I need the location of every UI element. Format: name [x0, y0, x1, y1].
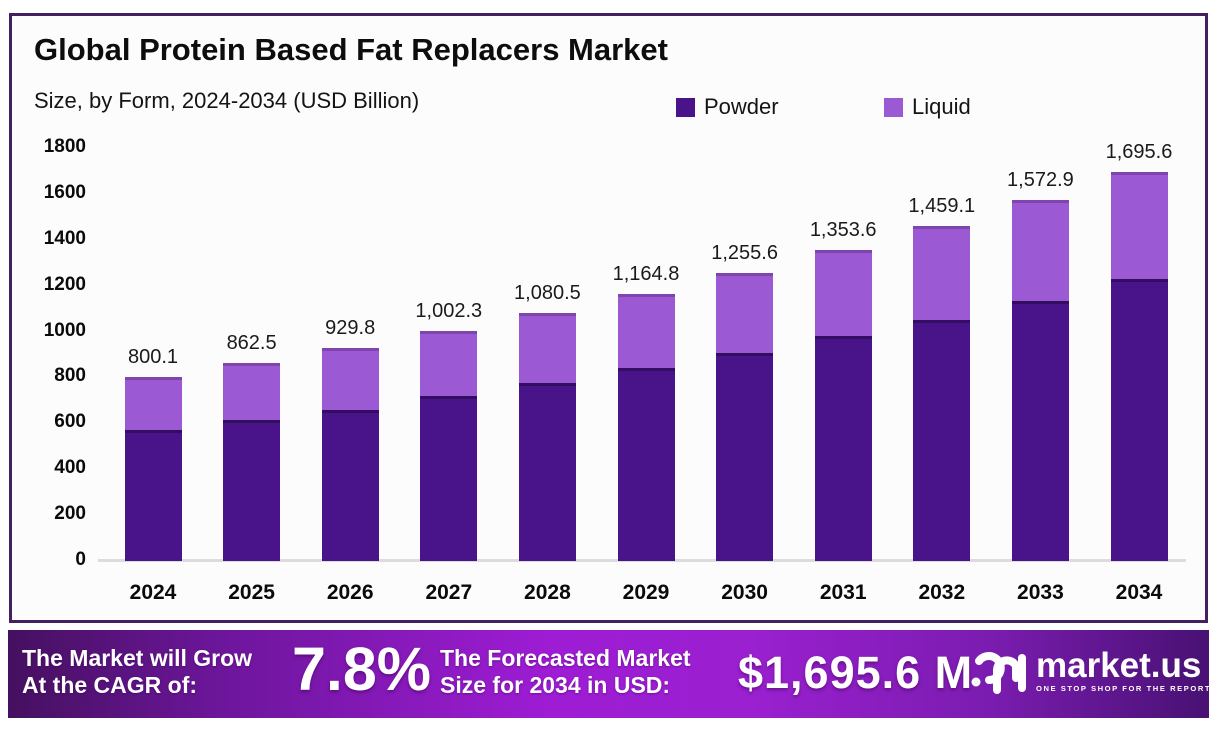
bar-total-label-2025: 862.5	[226, 332, 277, 355]
cagr-label: The Market will Grow At the CAGR of:	[22, 645, 252, 699]
bar-2024-liquid-segment	[124, 377, 182, 431]
bar-2031-powder-segment	[814, 336, 872, 561]
market-us-logo-icon	[971, 652, 1026, 694]
bar-2025-liquid-segment	[223, 363, 281, 420]
bar-2031-liquid-segment	[814, 250, 872, 337]
powder-swatch-icon	[676, 97, 695, 117]
legend-label-powder: Powder	[704, 94, 779, 119]
bar-2030-powder-segment	[716, 352, 774, 561]
x-axis-tick-label-2029: 2029	[622, 581, 670, 604]
bar-total-label-2030: 1,255.6	[711, 241, 778, 264]
bar-2033-liquid-segment	[1011, 200, 1069, 302]
bar-total-label-2024: 800.1	[127, 346, 179, 369]
bar-2024-powder-segment	[124, 430, 182, 561]
liquid-swatch-icon	[884, 97, 903, 117]
x-axis-tick-label-2024: 2024	[129, 581, 177, 604]
bar-total-label-2032: 1,459.1	[908, 195, 976, 218]
cagr-label-line1: The Market will Grow	[22, 645, 253, 671]
brand-tagline: ONE STOP SHOP FOR THE REPORTS	[1036, 684, 1217, 693]
x-axis-tick-label-2032: 2032	[918, 581, 966, 604]
x-axis-tick-label-2031: 2031	[819, 581, 867, 604]
y-axis-tick-label: 800	[54, 365, 86, 387]
y-axis-tick-label: 1000	[43, 319, 86, 341]
x-axis-tick-label-2025: 2025	[228, 581, 275, 604]
bar-2032-powder-segment	[913, 320, 971, 561]
y-axis-tick-label: 1600	[43, 181, 86, 203]
bar-total-label-2033: 1,572.9	[1007, 169, 1074, 192]
bar-total-label-2027: 1,002.3	[415, 300, 483, 323]
bar-2028-powder-segment	[518, 383, 576, 561]
bar-2025-powder-segment	[223, 419, 281, 561]
y-axis-tick-label: 1800	[43, 136, 86, 157]
bar-2034-liquid-segment	[1110, 171, 1168, 280]
legend-label-liquid: Liquid	[912, 94, 971, 119]
chart-subtitle: Size, by Form, 2024-2034 (USD Billion)	[34, 88, 420, 113]
forecast-label-line2: Size for 2034 in USD:	[440, 672, 671, 698]
x-axis-tick-label-2028: 2028	[524, 581, 571, 604]
brand-text: market.us ONE STOP SHOP FOR THE REPORTS	[1036, 646, 1217, 693]
footer-banner: The Market will Grow At the CAGR of: 7.8…	[8, 630, 1216, 718]
y-axis-tick-label: 1400	[43, 227, 86, 249]
bar-2032-liquid-segment	[913, 226, 971, 321]
bar-2027-liquid-segment	[420, 331, 478, 396]
bar-2026-liquid-segment	[321, 347, 379, 410]
bar-total-label-2028: 1,080.5	[514, 282, 581, 305]
x-axis-tick-label-2034: 2034	[1115, 581, 1163, 604]
bar-2029-powder-segment	[617, 368, 675, 561]
bar-total-label-2034: 1,695.6	[1105, 140, 1173, 163]
y-axis-tick-label: 400	[54, 457, 86, 479]
y-axis-tick-label: 600	[54, 411, 86, 433]
brand-logo: market.us ONE STOP SHOP FOR THE REPORTS	[970, 644, 1217, 698]
bar-2034-powder-segment	[1110, 279, 1168, 561]
forecast-label: The Forecasted Market Size for 2034 in U…	[440, 645, 691, 699]
cagr-value: 7.8%	[292, 635, 432, 703]
bar-total-label-2026: 929.8	[325, 316, 376, 339]
y-axis-tick-label: 0	[75, 549, 86, 570]
bar-2028-liquid-segment	[518, 313, 576, 384]
legend-item-liquid: Liquid	[884, 94, 971, 120]
y-axis-tick-label: 200	[54, 503, 86, 525]
bar-total-label-2029: 1,164.8	[612, 262, 680, 285]
cagr-label-line2: At the CAGR of:	[22, 672, 198, 698]
x-axis-tick-label-2030: 2030	[721, 581, 768, 604]
bar-2033-powder-segment	[1011, 301, 1069, 561]
bar-total-label-2031: 1,353.6	[809, 219, 877, 242]
bar-2026-powder-segment	[321, 409, 379, 561]
forecast-label-line1: The Forecasted Market	[440, 645, 691, 671]
x-axis-tick-label-2033: 2033	[1017, 581, 1064, 604]
bar-2027-powder-segment	[420, 395, 478, 561]
legend-item-powder: Powder	[676, 94, 779, 120]
forecast-value: $1,695.6 M	[738, 647, 974, 698]
brand-name: market.us	[1036, 646, 1202, 685]
y-axis-tick-label: 1200	[43, 273, 86, 295]
x-axis-tick-label-2026: 2026	[326, 581, 374, 604]
chart-panel: Global Protein Based Fat Replacers Marke…	[9, 13, 1208, 623]
bar-2030-liquid-segment	[716, 272, 774, 353]
x-axis-tick-label-2027: 2027	[425, 581, 473, 604]
chart-title: Global Protein Based Fat Replacers Marke…	[34, 32, 668, 67]
bar-2029-liquid-segment	[617, 293, 675, 369]
